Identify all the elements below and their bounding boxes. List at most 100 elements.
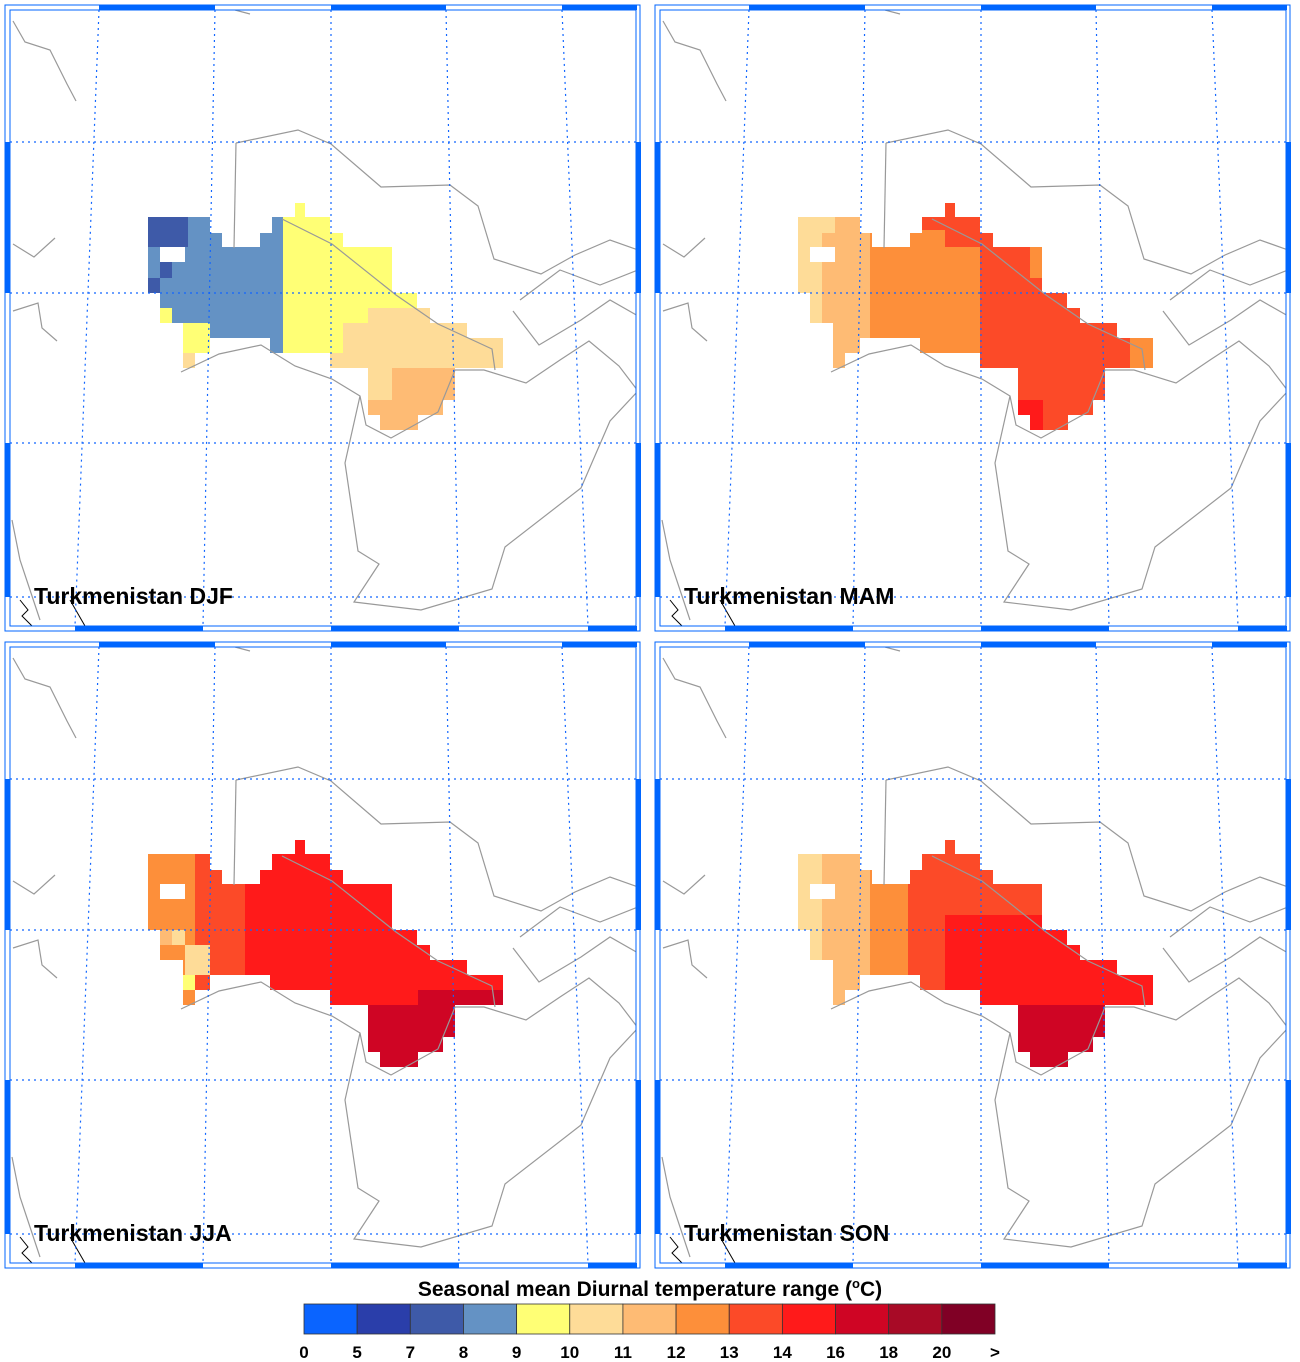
frame-tick-segment [981,626,1109,631]
frame-tick-segment [5,443,10,597]
country-border [519,906,636,938]
country-border [344,392,636,611]
coastline [669,1236,683,1263]
colorbar-tick-label: 5 [352,1343,361,1362]
frame-tick-segment [1286,142,1291,293]
country-border [512,299,636,346]
country-border [662,237,706,258]
country-border [994,392,1286,611]
country-border [884,647,901,652]
colorbar-bin [675,1303,730,1335]
data-cell-region [810,247,835,262]
colorbar-bin [835,1303,890,1335]
colorbar-bin [463,1303,518,1335]
panel-title: Turkmenistan DJF [34,583,233,609]
panel-title: Turkmenistan JJA [34,1220,232,1246]
frame-tick-segment [725,1263,853,1268]
colorbar-tick-label: 7 [406,1343,415,1362]
country-border [1162,299,1286,346]
map-panel-son: Turkmenistan SON [654,641,1291,1269]
frame-tick-segment [1212,5,1287,10]
country-border [885,766,1286,912]
data-cell-region [183,353,195,368]
country-border [234,10,251,15]
country-border [233,142,237,249]
longitude-gridline [561,647,589,1263]
map-panel-djf: Turkmenistan DJF [4,4,641,632]
longitude-gridline [1211,647,1239,1263]
colorbar-bin [356,1303,411,1335]
colorbar-tick-label: 18 [879,1343,898,1362]
country-border [12,20,77,102]
frame-tick-segment [655,779,660,930]
frame-tick-segment [725,626,853,631]
frame-tick-segment [636,443,641,597]
map-panel-mam: Turkmenistan MAM [654,4,1291,632]
country-border [234,647,251,652]
data-cell-region [1130,338,1153,368]
frame-tick-segment [749,642,865,647]
frame-tick-segment [562,642,637,647]
colorbar-tick-label: 16 [826,1343,845,1362]
coastline [19,1236,33,1263]
frame-tick-segment [331,5,446,10]
country-border [180,340,636,439]
data-cell-region [810,884,835,899]
frame-tick-segment [655,443,660,597]
frame-tick-segment [5,779,10,930]
frame-tick-segment [5,142,10,293]
longitude-gridline [445,10,460,626]
country-border [662,874,706,895]
frame-tick-segment [655,142,660,293]
colorbar-tick-label: 0 [299,1343,308,1362]
country-border [12,657,77,739]
data-cell-region [148,278,160,293]
country-border [12,237,56,258]
panel-inner-frame [9,646,637,1264]
frame-tick-segment [331,626,459,631]
colorbar-bin [941,1303,996,1335]
country-border [12,874,56,895]
data-cell-region [160,247,185,262]
frame-tick-segment [75,1263,203,1268]
colorbar: Seasonal mean Diurnal temperature range … [299,1276,1000,1362]
frame-tick-segment [331,642,446,647]
country-border [931,855,1146,1008]
frame-tick-segment [636,1080,641,1234]
longitude-gridline [724,647,750,1263]
frame-tick-segment [981,5,1096,10]
country-border [883,142,887,249]
colorbar-tick-label: > [990,1343,1000,1362]
country-border [1169,906,1286,938]
longitude-gridline [852,647,866,1263]
data-cell-region [183,975,195,990]
coastline [719,599,736,626]
data-cell-region [160,262,172,278]
colorbar-bin [728,1303,783,1335]
frame-tick-segment [588,626,637,631]
panel-title: Turkmenistan SON [684,1220,889,1246]
longitude-gridline [74,10,100,626]
frame-tick-segment [981,642,1096,647]
colorbar-tick-label: 14 [773,1343,792,1362]
country-border [661,519,691,621]
data-cell-region [822,217,835,233]
data-cell-region [148,217,188,247]
colorbar-tick-label: 13 [720,1343,739,1362]
frame-tick-segment [655,1080,660,1234]
longitude-gridline [852,10,866,626]
frame-tick-segment [749,5,865,10]
colorbar-title: Seasonal mean Diurnal temperature range … [418,1276,882,1301]
frame-tick-segment [636,779,641,930]
longitude-gridline [1211,10,1239,626]
coastline [669,599,683,626]
colorbar-bin [888,1303,943,1335]
country-border [885,129,1286,275]
country-border [661,1156,691,1258]
longitude-gridline [202,10,216,626]
longitude-gridline [202,647,216,1263]
frame-tick-segment [1286,1080,1291,1234]
data-cell-region [172,930,185,945]
colorbar-bin [622,1303,677,1335]
